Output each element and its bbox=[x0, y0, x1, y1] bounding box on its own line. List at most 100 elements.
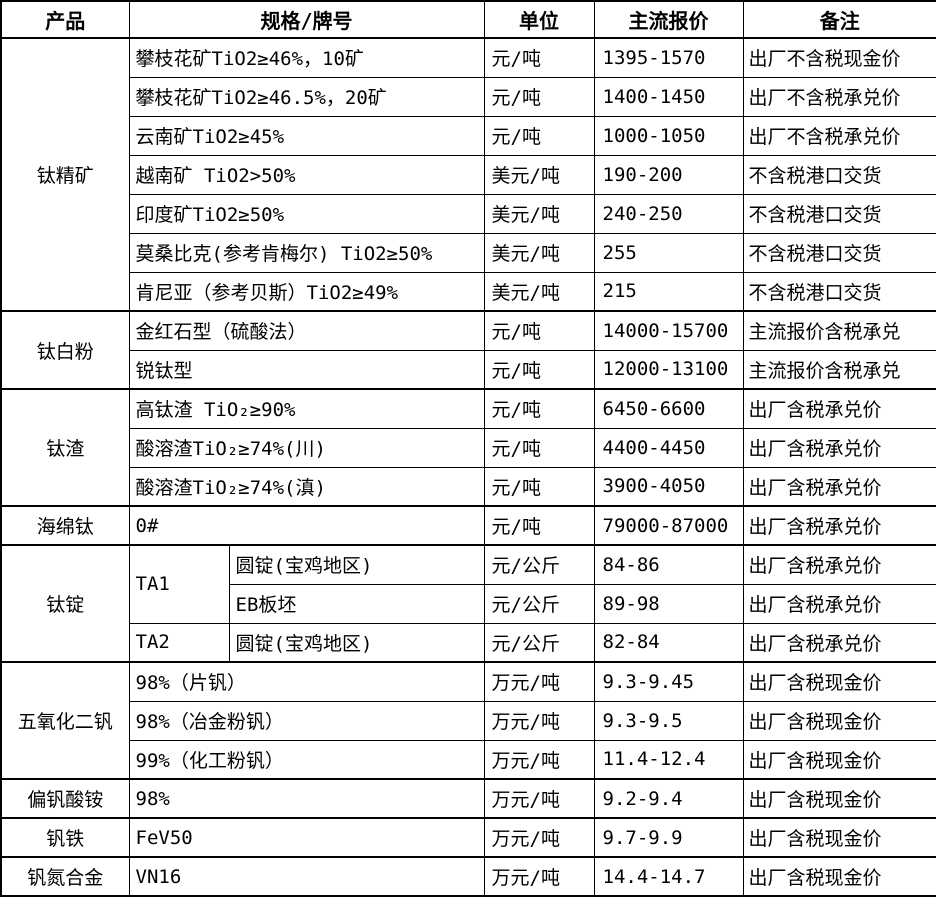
cell-note: 不含税港口交货 bbox=[742, 271, 936, 312]
cell-spec: 肯尼亚（参考贝斯）TiO2≥49% bbox=[128, 271, 485, 312]
cell-note: 出厂含税承兑价 bbox=[742, 544, 936, 585]
cell-unit: 元/吨 bbox=[483, 310, 595, 351]
cell-product: 五氧化二钒 bbox=[0, 661, 130, 780]
price-table-header: 产品 规格/牌号 单位 主流报价 备注 bbox=[0, 0, 936, 39]
cell-unit: 元/公斤 bbox=[483, 622, 595, 663]
cell-note: 出厂不含税承兑价 bbox=[742, 76, 936, 117]
cell-price: 215 bbox=[593, 271, 744, 312]
cell-spec: 98%（片钒） bbox=[128, 661, 485, 702]
cell-price: 89-98 bbox=[593, 583, 744, 624]
cell-product: 海绵钛 bbox=[0, 505, 130, 546]
cell-note: 不含税港口交货 bbox=[742, 154, 936, 195]
cell-price: 11.4-12.4 bbox=[593, 739, 744, 780]
cell-unit: 万元/吨 bbox=[483, 856, 595, 897]
table-row: 钛精矿 攀枝花矿TiO2≥46%，10矿 元/吨 1395-1570 出厂不含税现金价 bbox=[0, 37, 936, 312]
table-row: 锐钛型 元/吨 12000-13100 主流报价含税承兑 bbox=[1, 349, 936, 390]
cell-price: 9.3-9.5 bbox=[593, 700, 744, 741]
table-row: 酸溶渣TiO₂≥74%(滇) 元/吨 3900-4050 出厂含税承兑价 bbox=[1, 466, 936, 507]
cell-price: 84-86 bbox=[593, 544, 744, 585]
cell-price: 240-250 bbox=[593, 193, 744, 234]
cell-note: 出厂含税现金价 bbox=[742, 700, 936, 741]
cell-note: 出厂含税承兑价 bbox=[742, 427, 936, 468]
table-row: 海绵钛 0# 元/吨 79000-87000 出厂含税承兑价 bbox=[0, 505, 936, 546]
table-row: 云南矿TiO2≥45% 元/吨 1000-1050 出厂不含税承兑价 bbox=[1, 115, 936, 156]
cell-unit: 元/吨 bbox=[483, 37, 595, 78]
cell-spec: 攀枝花矿TiO2≥46.5%，20矿 bbox=[128, 76, 485, 117]
cell-unit: 万元/吨 bbox=[483, 817, 595, 858]
cell-note: 主流报价含税承兑 bbox=[742, 310, 936, 351]
cell-price: 79000-87000 bbox=[593, 505, 744, 546]
cell-price: 3900-4050 bbox=[593, 466, 744, 507]
cell-price: 9.2-9.4 bbox=[593, 778, 744, 819]
table-row: 钒氮合金 VN16 万元/吨 14.4-14.7 出厂含税现金价 bbox=[0, 856, 936, 897]
cell-note: 出厂含税承兑价 bbox=[742, 505, 936, 546]
cell-unit: 美元/吨 bbox=[483, 232, 595, 273]
cell-spec: 99%（化工粉钒） bbox=[128, 739, 485, 780]
cell-product: 钛渣 bbox=[0, 388, 130, 507]
cell-unit: 美元/吨 bbox=[483, 271, 595, 312]
cell-spec: 云南矿TiO2≥45% bbox=[128, 115, 485, 156]
cell-spec: 金红石型（硫酸法） bbox=[128, 310, 485, 351]
header-spec: 规格/牌号 bbox=[128, 0, 485, 39]
cell-product: 钛白粉 bbox=[0, 310, 130, 390]
cell-price: 1400-1450 bbox=[593, 76, 744, 117]
cell-note: 出厂不含税现金价 bbox=[742, 37, 936, 78]
cell-spec: FeV50 bbox=[128, 817, 485, 858]
cell-unit: 元/吨 bbox=[483, 505, 595, 546]
cell-spec: 圆锭(宝鸡地区) bbox=[228, 622, 485, 663]
cell-spec: 圆锭(宝鸡地区) bbox=[228, 544, 485, 585]
cell-price: 1395-1570 bbox=[593, 37, 744, 78]
cell-spec: 攀枝花矿TiO2≥46%，10矿 bbox=[128, 37, 485, 78]
cell-spec: 98%（冶金粉钒） bbox=[128, 700, 485, 741]
cell-note: 出厂含税现金价 bbox=[742, 739, 936, 780]
cell-price: 82-84 bbox=[593, 622, 744, 663]
cell-unit: 元/公斤 bbox=[483, 583, 595, 624]
cell-note: 出厂含税承兑价 bbox=[742, 388, 936, 429]
cell-unit: 万元/吨 bbox=[483, 778, 595, 819]
cell-note: 主流报价含税承兑 bbox=[742, 349, 936, 390]
cell-price: 14.4-14.7 bbox=[593, 856, 744, 897]
header-unit: 单位 bbox=[483, 0, 595, 39]
price-table-body: 钛精矿 攀枝花矿TiO2≥46%，10矿 元/吨 1395-1570 出厂不含税现金价攀… bbox=[0, 37, 936, 897]
cell-product: 钛锭 bbox=[0, 544, 130, 663]
table-row: 越南矿 TiO2>50% 美元/吨 190-200 不含税港口交货 bbox=[1, 154, 936, 195]
cell-price: 190-200 bbox=[593, 154, 744, 195]
cell-unit: 美元/吨 bbox=[483, 193, 595, 234]
cell-spec: 莫桑比克(参考肯梅尔) TiO2≥50% bbox=[128, 232, 485, 273]
cell-note: 出厂含税承兑价 bbox=[742, 622, 936, 663]
cell-unit: 万元/吨 bbox=[483, 739, 595, 780]
cell-unit: 美元/吨 bbox=[483, 154, 595, 195]
cell-price: 9.7-9.9 bbox=[593, 817, 744, 858]
table-row: 莫桑比克(参考肯梅尔) TiO2≥50% 美元/吨 255 不含税港口交货 bbox=[1, 232, 936, 273]
header-price: 主流报价 bbox=[593, 0, 744, 39]
cell-price: 12000-13100 bbox=[593, 349, 744, 390]
table-row: 攀枝花矿TiO2≥46.5%，20矿 元/吨 1400-1450 出厂不含税承兑价 bbox=[1, 76, 936, 117]
cell-spec: 印度矿TiO2≥50% bbox=[128, 193, 485, 234]
cell-spec: 0# bbox=[128, 505, 485, 546]
cell-spec: 锐钛型 bbox=[128, 349, 485, 390]
cell-note: 出厂含税承兑价 bbox=[742, 466, 936, 507]
table-row: 99%（化工粉钒） 万元/吨 11.4-12.4 出厂含税现金价 bbox=[1, 739, 936, 780]
cell-price: 6450-6600 bbox=[593, 388, 744, 429]
cell-unit: 元/公斤 bbox=[483, 544, 595, 585]
cell-note: 出厂含税承兑价 bbox=[742, 583, 936, 624]
cell-ta: TA2 bbox=[128, 622, 230, 663]
cell-price: 14000-15700 bbox=[593, 310, 744, 351]
table-row: 偏钒酸铵 98% 万元/吨 9.2-9.4 出厂含税现金价 bbox=[0, 778, 936, 819]
cell-spec: 98% bbox=[128, 778, 485, 819]
table-row: 酸溶渣TiO₂≥74%(川) 元/吨 4400-4450 出厂含税承兑价 bbox=[1, 427, 936, 468]
cell-note: 出厂含税现金价 bbox=[742, 817, 936, 858]
table-row: TA2 圆锭(宝鸡地区) 元/公斤 82-84 出厂含税承兑价 bbox=[1, 622, 936, 663]
cell-product: 偏钒酸铵 bbox=[0, 778, 130, 819]
cell-ta: TA1 bbox=[128, 544, 230, 624]
table-row: 五氧化二钒 98%（片钒） 万元/吨 9.3-9.45 出厂含税现金价 bbox=[0, 661, 936, 780]
cell-unit: 元/吨 bbox=[483, 388, 595, 429]
table-row: EB板坯 元/公斤 89-98 出厂含税承兑价 bbox=[1, 583, 936, 624]
cell-product: 钛精矿 bbox=[0, 37, 130, 312]
header-product: 产品 bbox=[0, 0, 130, 39]
table-row: 印度矿TiO2≥50% 美元/吨 240-250 不含税港口交货 bbox=[1, 193, 936, 234]
cell-price: 1000-1050 bbox=[593, 115, 744, 156]
cell-spec: 酸溶渣TiO₂≥74%(川) bbox=[128, 427, 485, 468]
cell-unit: 元/吨 bbox=[483, 349, 595, 390]
